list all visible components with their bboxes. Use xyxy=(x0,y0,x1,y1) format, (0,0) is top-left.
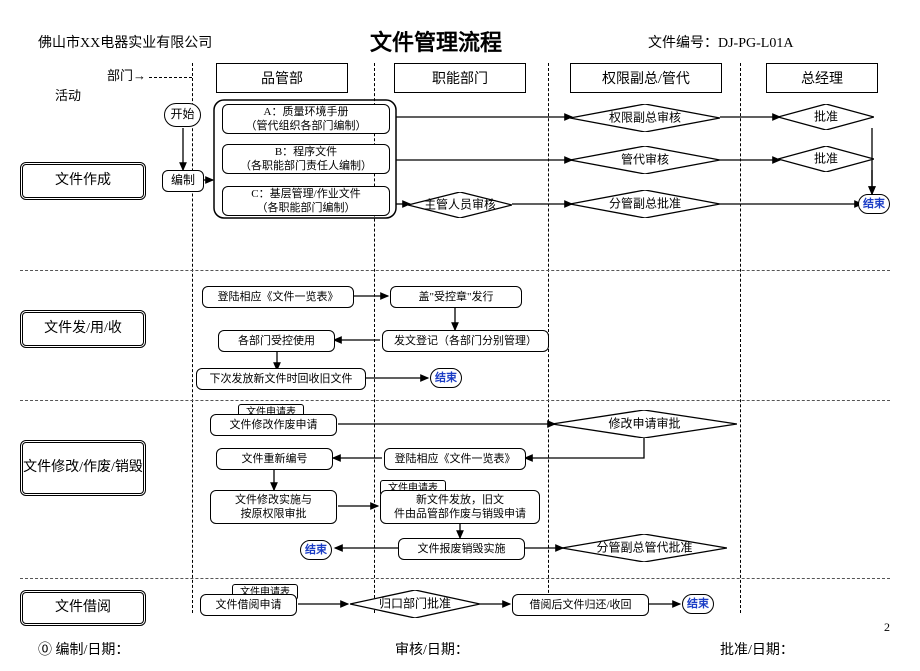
activity-label: 活动 xyxy=(55,85,81,104)
doc-no: 文件编号：DJ-PG-L01A xyxy=(648,32,793,52)
footer-compile: ⓪ 编制/日期： xyxy=(38,639,129,659)
node-destroy: 文件报废销毁实施 xyxy=(398,538,525,560)
node-mod-approve: 修改申请审批 xyxy=(552,410,737,438)
node-renumber: 文件重新编号 xyxy=(216,448,333,470)
node-app2: 批准 xyxy=(778,146,874,172)
node-vp-rev: 权限副总审核 xyxy=(570,104,720,132)
label: 修改申请审批 xyxy=(552,417,737,430)
node-mod-apply: 文件修改作废申请 xyxy=(210,414,337,436)
node-stamp: 盖"受控章"发行 xyxy=(390,286,522,308)
node-end4: 结束 xyxy=(682,594,714,614)
label: 归口部门批准 xyxy=(350,597,480,610)
sep2 xyxy=(20,400,890,401)
vsep4 xyxy=(740,63,741,613)
node-vp-app: 分管副总批准 xyxy=(570,190,720,218)
node-end3: 结束 xyxy=(300,540,332,560)
col-gm: 总经理 xyxy=(766,63,878,93)
node-borrow: 文件借阅申请 xyxy=(200,594,297,616)
node-reglist: 登陆相应《文件一览表》 xyxy=(202,286,354,308)
node-mgr-rev: 管代审核 xyxy=(570,146,720,174)
col-vp: 权限副总/管代 xyxy=(570,63,722,93)
col-qc: 品管部 xyxy=(216,63,348,93)
label: 分管副总批准 xyxy=(570,197,720,210)
label: 权限副总审核 xyxy=(570,111,720,124)
col-func: 职能部门 xyxy=(394,63,526,93)
node-start: 开始 xyxy=(164,103,201,127)
page-no: 2 xyxy=(884,620,890,635)
vsep1 xyxy=(192,63,193,613)
row-create: 文件作成 xyxy=(20,162,146,200)
label: 分管副总管代批准 xyxy=(562,541,727,554)
node-new-issue: 新文件发放，旧文 件由品管部作废与销毁申请 xyxy=(380,490,540,524)
label: 管代审核 xyxy=(570,153,720,166)
node-b: B：程序文件 （各职能部门责任人编制） xyxy=(222,144,390,174)
sep3 xyxy=(20,578,890,579)
node-issue-reg: 发文登记（各部门分别管理） xyxy=(382,330,549,352)
hlead xyxy=(149,77,192,78)
page-title: 文件管理流程 xyxy=(370,25,502,57)
node-recall: 下次发放新文件时回收旧文件 xyxy=(196,368,366,390)
node-app1: 批准 xyxy=(778,104,874,130)
company: 佛山市XX电器实业有限公司 xyxy=(38,32,212,52)
node-return: 借阅后文件归还/收回 xyxy=(512,594,649,616)
node-sup-rev: 主管人员审核 xyxy=(408,192,512,218)
label: 批准 xyxy=(778,152,874,165)
row-modify: 文件修改/作废/销毁 xyxy=(20,440,146,496)
row-borrow: 文件借阅 xyxy=(20,590,146,626)
node-a: A：质量环境手册 （管代组织各部门编制） xyxy=(222,104,390,134)
label: 主管人员审核 xyxy=(408,198,512,211)
label: 批准 xyxy=(778,110,874,123)
footer-review: 审核/日期： xyxy=(395,639,469,659)
node-mod-impl: 文件修改实施与 按原权限审批 xyxy=(210,490,337,524)
node-reglist2: 登陆相应《文件一览表》 xyxy=(384,448,526,470)
node-end2: 结束 xyxy=(430,368,462,388)
footer-approve: 批准/日期： xyxy=(720,639,794,659)
node-c: C：基层管理/作业文件 （各职能部门编制） xyxy=(222,186,390,216)
node-dept-app: 归口部门批准 xyxy=(350,590,480,618)
row-issue: 文件发/用/收 xyxy=(20,310,146,348)
node-vp-mgr-app: 分管副总管代批准 xyxy=(562,534,727,562)
node-compile: 编制 xyxy=(162,170,204,192)
node-end1: 结束 xyxy=(858,194,890,214)
dept-label: 部门→ xyxy=(107,65,146,84)
node-dept-use: 各部门受控使用 xyxy=(218,330,335,352)
sep1 xyxy=(20,270,890,271)
